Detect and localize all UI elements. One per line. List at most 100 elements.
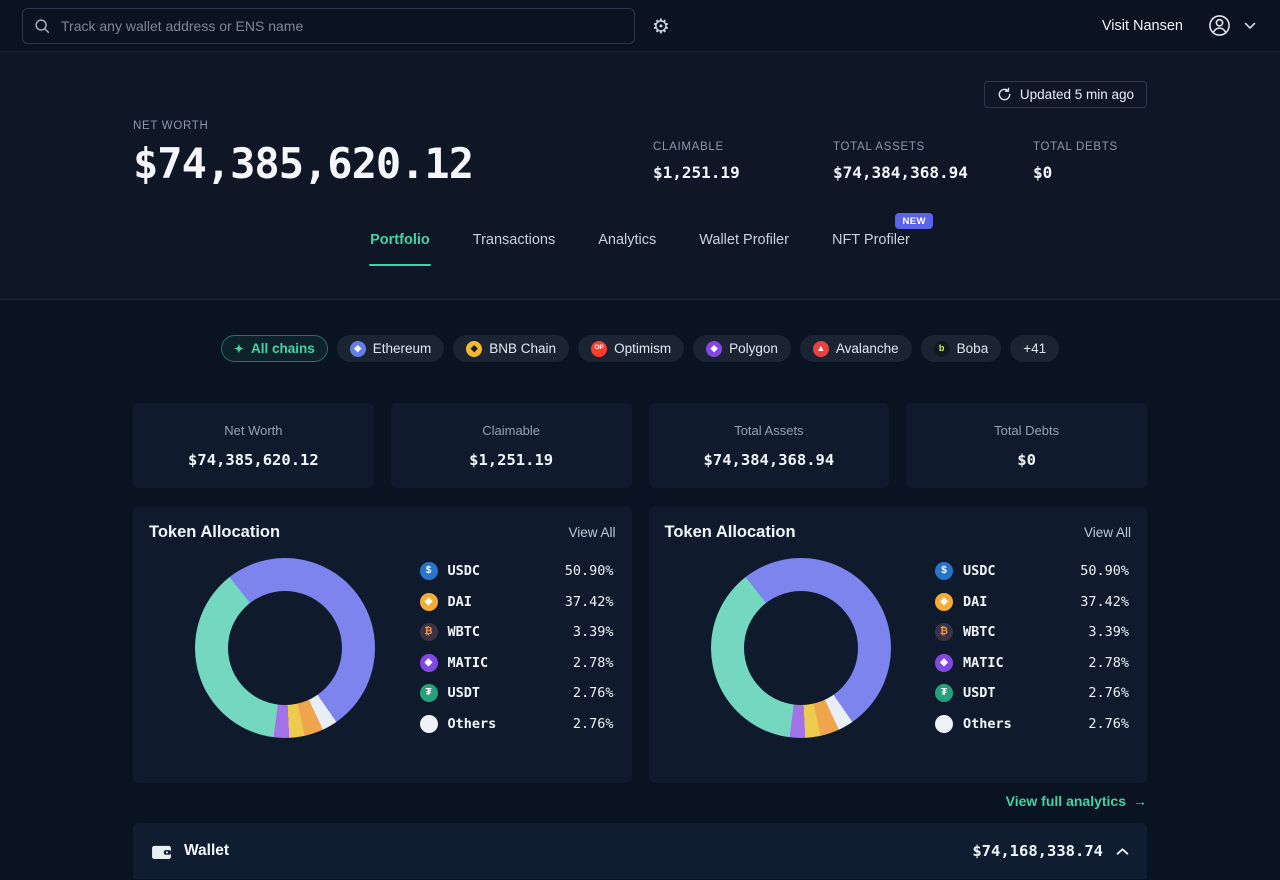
legend-row-usdc: $ USDC 50.90%	[419, 556, 614, 587]
token-percent: 50.90%	[1080, 563, 1129, 580]
tab-label: Transactions	[472, 232, 556, 248]
token-symbol: DAI	[447, 593, 472, 610]
tab-wallet-profiler[interactable]: Wallet Profiler	[698, 228, 790, 265]
polygon-chain-icon: ◆	[706, 340, 723, 357]
token-percent: 2.76%	[1088, 685, 1129, 702]
ethereum-chain-icon: ◆	[349, 340, 366, 357]
token-symbol: USDC	[963, 563, 996, 580]
legend-row-dai: ◈ DAI 37.42%	[419, 587, 614, 618]
tab-analytics[interactable]: Analytics	[597, 228, 657, 265]
allocation-card-title: Token Allocation	[664, 523, 796, 541]
wallet-section-label: Wallet	[184, 842, 230, 859]
chain-chip--41[interactable]: +41	[1010, 335, 1060, 362]
token-percent: 2.78%	[1088, 654, 1129, 671]
new-badge: NEW	[895, 213, 933, 229]
token-allocation-card: Token Allocation View All $ USDC 50.90% ◈ DAI 3…	[133, 506, 632, 783]
chain-chip-ethereum[interactable]: ◆ Ethereum	[336, 335, 445, 362]
hero-stat-total-debts: TOTAL DEBTS $0	[1033, 120, 1118, 188]
chain-chip-label: Polygon	[729, 341, 778, 356]
avalanche-chain-icon: ▲	[812, 340, 829, 357]
search-input[interactable]	[22, 7, 635, 44]
token-symbol: Others	[963, 715, 1012, 732]
view-full-analytics-link[interactable]: View full analytics →	[1006, 793, 1147, 809]
summary-card-label: Claimable	[482, 422, 541, 438]
view-all-button[interactable]: View All	[1083, 525, 1131, 540]
usdt-token-icon: ₮	[935, 684, 953, 703]
summary-card-net-worth: Net Worth $74,385,620.12	[133, 403, 374, 488]
token-allocation-donut-chart	[710, 557, 891, 738]
tab-bar: Portfolio Transactions Analytics Wallet Pro…	[133, 213, 1147, 266]
view-all-button[interactable]: View All	[568, 525, 616, 540]
stat-value: $0	[1033, 163, 1053, 182]
hero-stat-claimable: CLAIMABLE $1,251.19	[653, 120, 833, 188]
tab-label: Wallet Profiler	[699, 232, 789, 248]
token-percent: 2.78%	[572, 654, 614, 671]
usdc-token-icon: $	[419, 562, 438, 581]
updated-label: Updated 5 min ago	[1019, 87, 1134, 102]
others-token-icon	[935, 714, 953, 733]
chain-chip-bnb-chain[interactable]: ◆ BNB Chain	[453, 335, 570, 362]
visit-nansen-link[interactable]: Visit Nansen	[1101, 17, 1183, 34]
summary-card-label: Total Debts	[994, 422, 1060, 438]
chain-chip-boba[interactable]: b Boba	[920, 335, 1002, 362]
wbtc-token-icon: ₿	[419, 623, 438, 642]
tab-nft-profiler[interactable]: NFT Profiler NEW	[831, 213, 933, 265]
portfolio-hero: Updated 5 min ago NET WORTH $74,385,620.…	[0, 52, 1280, 300]
allocation-card-header: Token Allocation View All	[665, 523, 1132, 542]
wallet-icon	[152, 845, 171, 859]
stat-value: $1,251.19	[653, 163, 740, 182]
topbar: ⚙ Visit Nansen	[0, 0, 1280, 52]
legend-row-matic: ◆ MATIC 2.78%	[419, 648, 614, 679]
token-allocation-legend: $ USDC 50.90% ◈ DAI 37.42% ₿ WBTC 3.39% ◆ MATIC 2.7…	[935, 556, 1129, 739]
summary-card-value: $1,251.19	[469, 450, 554, 469]
chain-chip-label: +41	[1023, 341, 1047, 356]
chain-chip-all-chains[interactable]: ✦ All chains	[220, 335, 328, 362]
settings-gear-icon[interactable]: ⚙	[652, 13, 670, 38]
usdc-token-icon: $	[935, 562, 953, 581]
hero-stat-total-assets: TOTAL ASSETS $74,384,368.94	[833, 120, 1033, 188]
token-allocation-legend: $ USDC 50.90% ◈ DAI 37.42% ₿ WBTC 3.39% ◆ MATIC 2.7…	[419, 556, 614, 739]
token-symbol: USDT	[447, 685, 481, 702]
tab-portfolio[interactable]: Portfolio	[369, 228, 431, 266]
token-percent: 3.39%	[1088, 624, 1129, 641]
account-menu-chevron-down-icon[interactable]	[1244, 22, 1256, 30]
tab-label: Analytics	[598, 232, 657, 248]
chain-chip-label: Boba	[956, 341, 989, 356]
legend-row-dai: ◈ DAI 37.42%	[935, 587, 1129, 618]
account-avatar-icon[interactable]	[1207, 13, 1232, 38]
token-symbol: Others	[447, 715, 497, 732]
refresh-updated-button[interactable]: Updated 5 min ago	[983, 81, 1147, 108]
token-percent: 2.76%	[1088, 715, 1129, 732]
wallet-collapse-chevron-up-icon[interactable]	[1116, 847, 1129, 856]
token-symbol: USDC	[447, 563, 481, 580]
net-worth-value: $74,385,620.12	[133, 139, 474, 188]
chain-chip-polygon[interactable]: ◆ Polygon	[693, 335, 791, 362]
hero-stats: CLAIMABLE $1,251.19 TOTAL ASSETS $74,384,36…	[653, 120, 1147, 188]
legend-row-usdt: ₮ USDT 2.76%	[935, 678, 1129, 709]
token-symbol: USDT	[963, 685, 996, 702]
wbtc-token-icon: ₿	[935, 623, 953, 642]
stat-label: TOTAL DEBTS	[1033, 141, 1118, 153]
token-allocation-donut-chart	[195, 557, 375, 738]
chain-chip-avalanche[interactable]: ▲ Avalanche	[799, 335, 912, 362]
chain-chip-label: BNB Chain	[489, 341, 557, 356]
refresh-icon	[998, 87, 1011, 101]
allocation-card-body: $ USDC 50.90% ◈ DAI 37.42% ₿ WBTC 3.39% ◆ MATIC 2.7…	[149, 556, 616, 739]
token-percent: 2.76%	[572, 685, 614, 702]
chain-chip-optimism[interactable]: OP Optimism	[578, 335, 685, 362]
summary-card-label: Net Worth	[224, 422, 283, 438]
dai-token-icon: ◈	[935, 592, 953, 611]
usdt-token-icon: ₮	[419, 684, 438, 703]
summary-card-value: $74,385,620.12	[188, 450, 319, 469]
allocation-card-body: $ USDC 50.90% ◈ DAI 37.42% ₿ WBTC 3.39% ◆ MATIC 2.7…	[665, 556, 1132, 739]
arrow-right-icon: →	[1133, 793, 1147, 809]
tab-transactions[interactable]: Transactions	[472, 228, 556, 265]
chain-chip-label: Avalanche	[835, 341, 899, 356]
wallet-section-header[interactable]: Wallet $74,168,338.74	[133, 823, 1147, 879]
allocation-row: Token Allocation View All $ USDC 50.90% ◈ DAI 3…	[133, 506, 1147, 783]
chain-chip-label: Optimism	[614, 341, 672, 356]
optimism-chain-icon: OP	[591, 340, 608, 357]
summary-card-value: $0	[1017, 450, 1036, 469]
token-symbol: DAI	[963, 593, 988, 610]
token-symbol: WBTC	[447, 624, 481, 641]
